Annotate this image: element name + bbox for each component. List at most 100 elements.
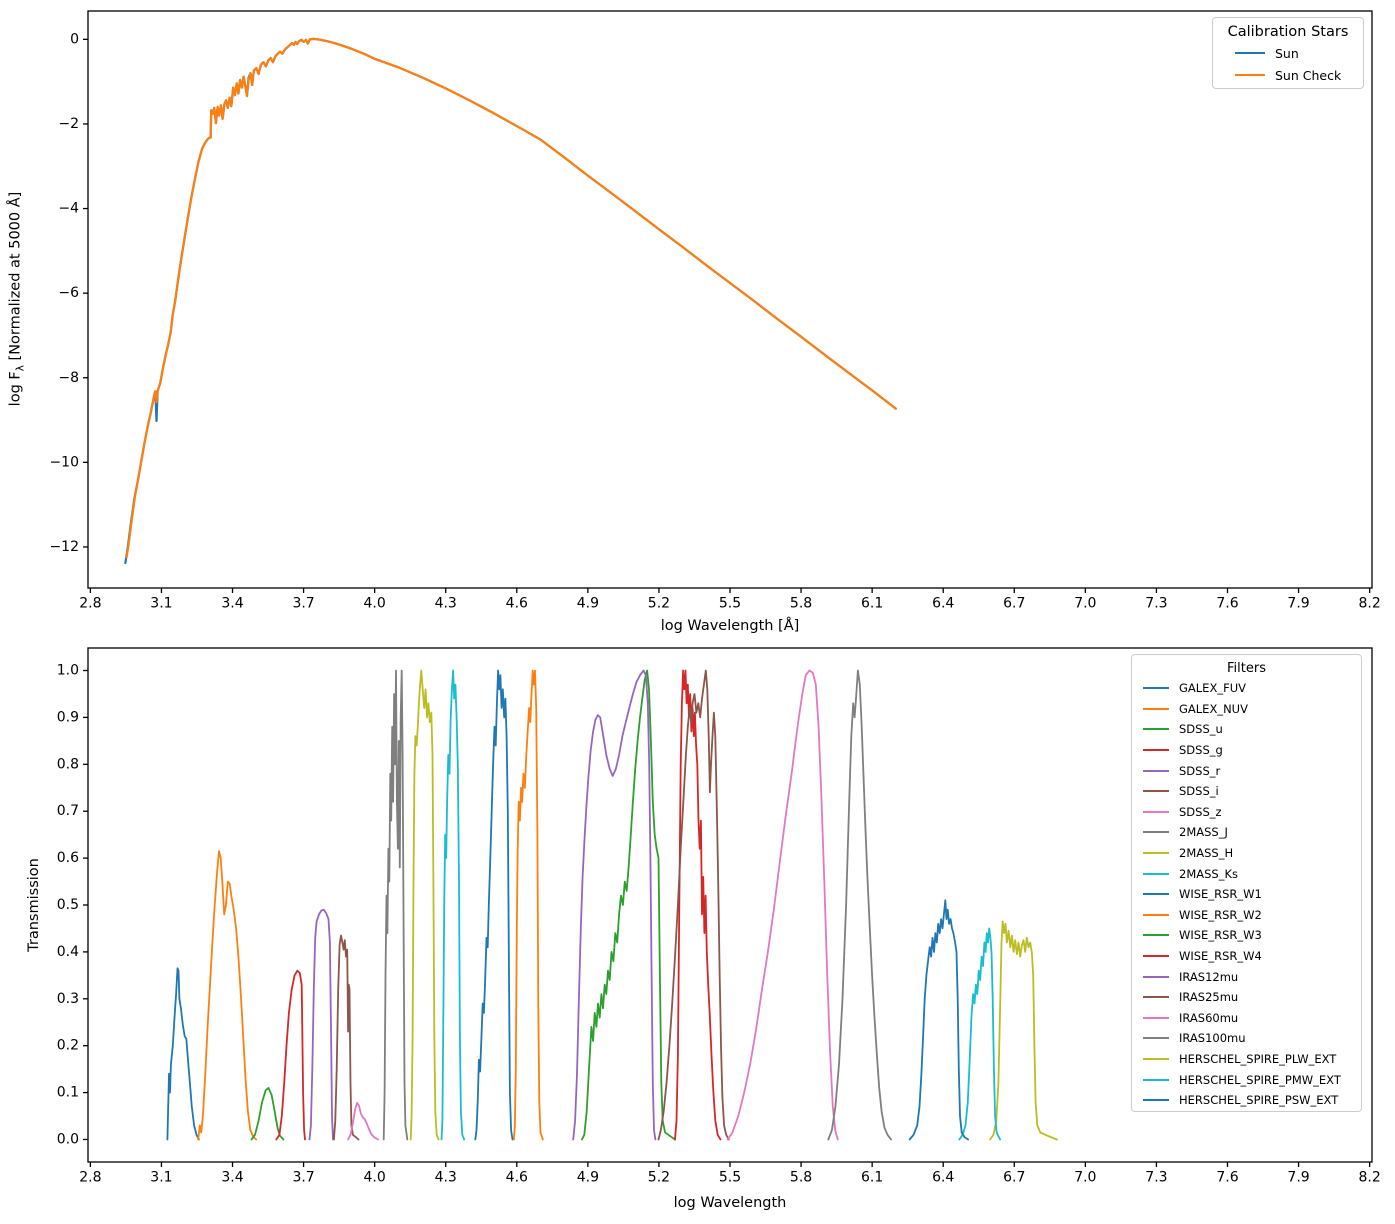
legend-entry-GALEX_FUV: GALEX_FUV <box>1138 678 1355 699</box>
legend-entry-label: IRAS60mu <box>1179 1010 1239 1025</box>
bottom-y-tick-label: 0.1 <box>57 1085 79 1101</box>
legend-entry-label: HERSCHEL_SPIRE_PSW_EXT <box>1179 1093 1339 1108</box>
series-WISE_RSR_W2 <box>513 669 544 1141</box>
bottom-x-axis-label: log Wavelength <box>673 1195 787 1211</box>
legend-entry-WISE_RSR_W1: WISE_RSR_W1 <box>1138 884 1355 905</box>
calibration-stars-legend: Calibration Stars Sun Sun Check <box>1212 17 1364 89</box>
legend-line-swatch <box>1143 687 1169 690</box>
legend-line-swatch <box>1143 955 1169 958</box>
top-x-tick-label: 7.0 <box>1074 596 1096 612</box>
legend-line-swatch <box>1143 852 1169 855</box>
legend-entry-SDSS_z: SDSS_z <box>1138 802 1355 823</box>
legend-entry-IRAS25mu: IRAS25mu <box>1138 987 1355 1008</box>
series-Sun Check <box>125 37 897 559</box>
legend-line-swatch <box>1143 1037 1169 1040</box>
legend-entry-IRAS100mu: IRAS100mu <box>1138 1028 1355 1049</box>
legend-entry-label: WISE_RSR_W3 <box>1179 928 1262 943</box>
top-y-tick-label: −12 <box>49 539 79 555</box>
bottom-x-tick-label: 7.0 <box>1074 1170 1096 1186</box>
top-x-tick-label: 5.2 <box>648 596 670 612</box>
series-HERSCHEL_SPIRE_PSW_EXT <box>908 899 969 1141</box>
top-x-tick-label: 4.3 <box>435 596 457 612</box>
bottom-y-tick-label: 0.9 <box>57 709 79 725</box>
legend-entry-label: GALEX_NUV <box>1179 701 1248 716</box>
series-WISE_RSR_W3 <box>581 669 676 1141</box>
legend-entry-Sun Check: Sun Check <box>1219 64 1357 86</box>
legend-entry-HERSCHEL_SPIRE_PSW_EXT: HERSCHEL_SPIRE_PSW_EXT <box>1138 1090 1355 1111</box>
legend-entry-SDSS_i: SDSS_i <box>1138 781 1355 802</box>
top-x-tick-label: 3.4 <box>221 596 243 612</box>
legend-line-swatch <box>1143 996 1169 999</box>
bottom-x-tick-label: 4.3 <box>435 1170 457 1186</box>
bottom-x-tick-label: 7.3 <box>1145 1170 1167 1186</box>
top-ylabel-sub: λ <box>14 365 27 372</box>
top-x-tick-label: 6.7 <box>1003 596 1025 612</box>
legend-line-swatch <box>1143 769 1169 772</box>
top-x-tick-label: 6.4 <box>932 596 954 612</box>
bottom-x-tick-label: 7.6 <box>1216 1170 1238 1186</box>
bottom-x-tick-label: 5.2 <box>648 1170 670 1186</box>
legend-entry-SDSS_u: SDSS_u <box>1138 719 1355 740</box>
top-y-tick-label: −8 <box>58 370 79 386</box>
series-2MASS_H <box>409 669 440 1141</box>
series-IRAS100mu <box>827 669 892 1141</box>
series-GALEX_FUV <box>166 967 200 1141</box>
legend-entry-Sun: Sun <box>1219 42 1357 64</box>
legend-entry-2MASS_H: 2MASS_H <box>1138 843 1355 864</box>
top-x-tick-label: 7.6 <box>1216 596 1238 612</box>
legend-entry-IRAS60mu: IRAS60mu <box>1138 1008 1355 1029</box>
legend-line-swatch <box>1143 810 1169 813</box>
bottom-y-tick-label: 0.5 <box>57 897 79 913</box>
legend-line-swatch <box>1235 52 1265 54</box>
legend-entry-label: WISE_RSR_W4 <box>1179 949 1262 964</box>
legend-line-swatch <box>1143 1057 1169 1060</box>
legend-entry-label: Sun <box>1275 45 1299 61</box>
bottom-x-tick-label: 4.6 <box>506 1170 528 1186</box>
legend-entry-label: IRAS12mu <box>1179 969 1239 984</box>
legend-entry-WISE_RSR_W4: WISE_RSR_W4 <box>1138 946 1355 967</box>
bottom-x-tick-label: 6.1 <box>861 1170 883 1186</box>
bottom-y-tick-label: 0.3 <box>57 991 79 1007</box>
legend-entry-HERSCHEL_SPIRE_PMW_EXT: HERSCHEL_SPIRE_PMW_EXT <box>1138 1069 1355 1090</box>
legend-line-swatch <box>1235 74 1265 76</box>
bottom-x-tick-label: 5.8 <box>790 1170 812 1186</box>
bottom-x-tick-label: 5.5 <box>719 1170 741 1186</box>
legend-entry-label: HERSCHEL_SPIRE_PLW_EXT <box>1179 1051 1337 1066</box>
legend-line-swatch <box>1143 893 1169 896</box>
legend-line-swatch <box>1143 975 1169 978</box>
legend-line-swatch <box>1143 790 1169 793</box>
top-ylabel-post: [Normalized at 5000 Å] <box>7 191 24 366</box>
top-x-axis-label: log Wavelength [Å] <box>660 618 800 634</box>
bottom-y-tick-label: 0.6 <box>57 850 79 866</box>
legend-entry-label: SDSS_r <box>1179 763 1221 778</box>
top-x-tick-label: 5.5 <box>719 596 741 612</box>
bottom-x-tick-label: 7.9 <box>1287 1170 1309 1186</box>
legend-entry-SDSS_r: SDSS_r <box>1138 760 1355 781</box>
bottom-x-tick-label: 3.1 <box>150 1170 172 1186</box>
top-x-tick-label: 4.0 <box>364 596 386 612</box>
series-HERSCHEL_SPIRE_PLW_EXT <box>989 920 1058 1141</box>
legend-entry-HERSCHEL_SPIRE_PLW_EXT: HERSCHEL_SPIRE_PLW_EXT <box>1138 1049 1355 1070</box>
legend-line-swatch <box>1143 831 1169 834</box>
top-y-tick-label: 0 <box>70 31 79 47</box>
bottom-x-tick-label: 3.4 <box>221 1170 243 1186</box>
legend-line-swatch <box>1143 749 1169 752</box>
series-HERSCHEL_SPIRE_PMW_EXT <box>958 927 1001 1141</box>
legend-entry-label: SDSS_i <box>1179 784 1219 799</box>
top-y-tick-label: −2 <box>58 116 79 132</box>
bottom-x-tick-label: 4.9 <box>577 1170 599 1186</box>
filters-legend: Filters GALEX_FUV GALEX_NUV SDSS_u SDSS_g SD… <box>1131 654 1362 1112</box>
series-IRAS60mu <box>726 669 839 1141</box>
series-SDSS_g <box>275 969 306 1141</box>
series-SDSS_u <box>250 1087 285 1141</box>
legend-line-swatch <box>1143 913 1169 916</box>
legend-entry-label: IRAS25mu <box>1179 990 1239 1005</box>
legend-entry-label: SDSS_g <box>1179 743 1223 758</box>
bottom-x-tick-label: 6.7 <box>1003 1170 1025 1186</box>
legend-line-swatch <box>1143 728 1169 731</box>
top-y-tick-label: −10 <box>49 454 79 470</box>
series-GALEX_NUV <box>197 850 258 1141</box>
calibration-legend-title: Calibration Stars <box>1227 24 1349 40</box>
series-2MASS_J <box>382 669 409 1141</box>
